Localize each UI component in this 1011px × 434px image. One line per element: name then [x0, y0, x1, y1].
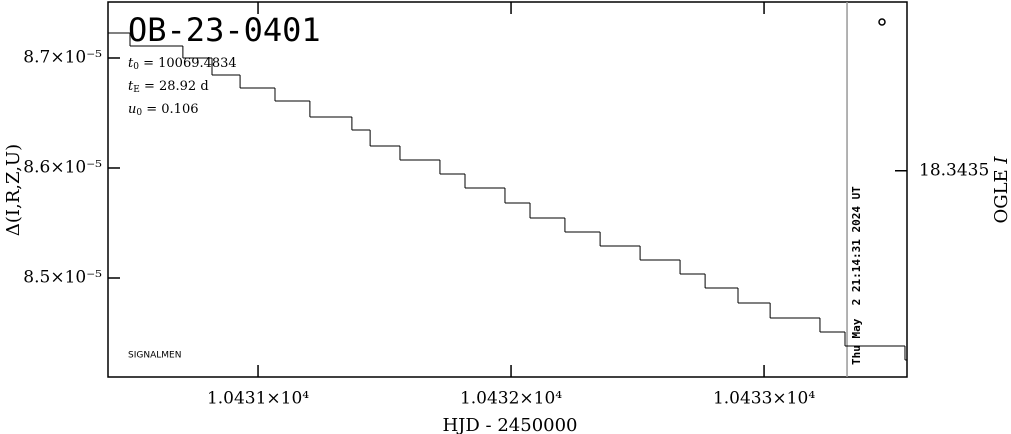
y2-axis-label: OGLE I [991, 156, 1011, 224]
annotation: t0 = 10069.4834 [128, 56, 237, 72]
y2-tick-label: 18.3435 [919, 160, 989, 180]
annotation-text: = 28.92 d [140, 79, 209, 94]
marker [878, 18, 886, 26]
annotation-symbol: t [128, 79, 134, 94]
annotation-text: = 0.106 [142, 102, 198, 117]
footer-label: SIGNALMEN [128, 351, 181, 361]
x-axis-label: HJD - 2450000 [442, 415, 577, 434]
y2-label-band: I [991, 156, 1011, 165]
annotation-symbol: t [128, 56, 134, 71]
annotation: u0 = 0.106 [128, 102, 198, 118]
annotation-subscript: 0 [136, 108, 142, 118]
y-axis-label: Δ(I,R,Z,U) [3, 144, 24, 236]
x-tick-label: 1.0431×10⁴ [207, 389, 309, 409]
x-tick-label: 1.0432×10⁴ [460, 389, 562, 409]
y-tick-label: 8.5×10⁻⁵ [23, 267, 102, 287]
x-tick-label: 1.0433×10⁴ [713, 389, 815, 409]
y-tick-label: 8.6×10⁻⁵ [23, 157, 102, 177]
chart-title: OB-23-0401 [128, 11, 321, 49]
timestamp: Thu May 2 21:14:31 2024 UT [850, 186, 863, 365]
annotation: tE = 28.92 d [128, 79, 209, 95]
annotation-subscript: 0 [133, 62, 139, 72]
plot-frame [107, 1, 908, 378]
annotation-subscript: E [133, 85, 140, 95]
y-tick-label: 8.7×10⁻⁵ [23, 47, 102, 67]
annotation-symbol: u [128, 102, 136, 117]
y2-label-text: OGLE [991, 164, 1011, 224]
